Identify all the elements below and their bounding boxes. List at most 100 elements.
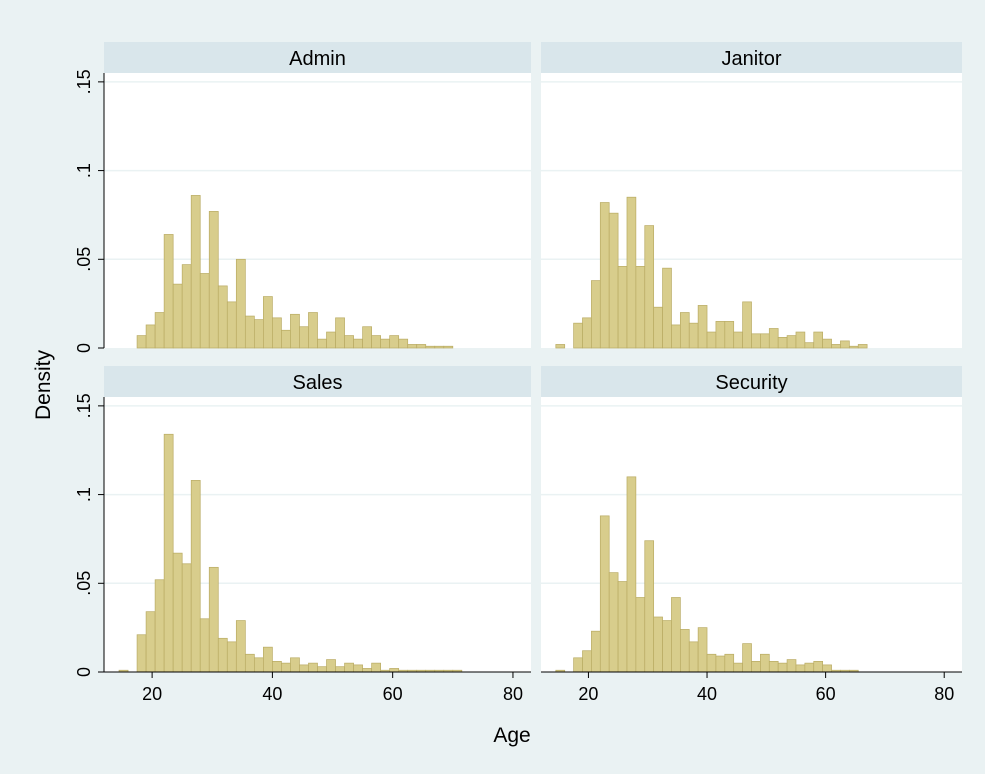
histogram-bar: [831, 344, 841, 349]
x-tick-label: 80: [934, 684, 954, 704]
histogram-bar: [582, 317, 592, 349]
histogram-bar: [653, 306, 663, 349]
histogram-bar: [608, 572, 619, 673]
histogram-bar: [136, 634, 147, 673]
panel-strip: [104, 366, 531, 397]
histogram-bar: [353, 664, 363, 673]
histogram-bar: [344, 335, 354, 349]
histogram-bar: [371, 662, 381, 673]
histogram-bar: [281, 329, 291, 349]
histogram-bar: [644, 225, 655, 349]
panel-strip: [104, 42, 531, 73]
y-tick-label: 0: [74, 667, 94, 677]
histogram-bar: [644, 540, 655, 673]
histogram-bar: [416, 344, 427, 349]
histogram-bar: [190, 195, 201, 349]
histogram-bar: [425, 345, 436, 349]
histogram-bar: [626, 196, 637, 349]
histogram-bar: [398, 338, 409, 349]
histogram-bar: [751, 661, 761, 673]
x-tick-label: 40: [262, 684, 282, 704]
x-tick-label: 20: [142, 684, 162, 704]
histogram-bar: [715, 655, 726, 673]
histogram-bar: [163, 433, 174, 673]
histogram-bar: [335, 317, 345, 349]
histogram-bar: [671, 324, 681, 349]
histogram-bar: [822, 338, 832, 349]
histogram-bar: [697, 627, 708, 673]
histogram-bar: [235, 620, 246, 673]
histogram-bar: [635, 597, 646, 673]
histogram-bar: [244, 653, 255, 673]
histogram-bar: [742, 301, 752, 349]
histogram-bar: [190, 480, 201, 673]
histogram-bar: [371, 335, 381, 349]
histogram-bar: [326, 659, 336, 673]
histogram-bar: [679, 629, 690, 673]
histogram-bar: [786, 335, 797, 349]
histogram-bar: [626, 476, 637, 673]
x-tick-label: 40: [697, 684, 717, 704]
x-tick-label: 20: [578, 684, 598, 704]
histogram-bar: [777, 662, 788, 673]
histogram-bar: [308, 662, 318, 673]
histogram-bar: [724, 321, 735, 349]
panel-title: Sales: [292, 372, 342, 394]
histogram-bar: [617, 266, 628, 349]
histogram-bar: [857, 344, 868, 349]
histogram-bar: [163, 234, 174, 349]
histogram-bar: [848, 345, 859, 349]
panel-admin: Admin 0 .05 .1 .15: [74, 42, 531, 353]
histogram-bar: [573, 657, 583, 673]
histogram-bar: [389, 335, 400, 349]
histogram-bar: [272, 317, 282, 349]
histogram-bar: [795, 331, 806, 349]
y-tick-label: .05: [74, 571, 94, 596]
panel-security: Security 20 40 60 80: [541, 366, 962, 704]
histogram-bar: [840, 340, 850, 349]
histogram-bar: [145, 324, 156, 349]
panels-layer: Admin 0 .05 .1 .15 Janitor Sales 0 .05 .1 .15 20 40 6…: [74, 42, 962, 704]
histogram-bar: [181, 563, 192, 673]
histogram-bar: [272, 661, 282, 673]
histogram-bar: [389, 668, 400, 673]
histogram-bar: [688, 322, 699, 349]
y-tick-label: .1: [74, 487, 94, 502]
panel-sales: Sales 0 .05 .1 .15 20 40 60 80: [74, 366, 531, 704]
histogram-bar: [760, 333, 770, 349]
x-tick-label: 60: [383, 684, 403, 704]
y-tick-label: .15: [74, 69, 94, 94]
histogram-bar: [697, 305, 708, 349]
histogram-bar: [235, 258, 246, 349]
histogram-bar: [299, 664, 309, 673]
panel-title: Admin: [289, 48, 346, 70]
histogram-bar: [380, 338, 391, 349]
histogram-bar: [145, 611, 156, 673]
histogram-bar: [326, 331, 336, 349]
histogram-bar: [555, 344, 566, 349]
histogram-bar: [136, 335, 147, 349]
histogram-bar: [653, 616, 663, 673]
histogram-bar: [822, 664, 832, 673]
histogram-bar: [362, 326, 372, 349]
histogram-bar: [281, 662, 291, 673]
histogram-bar: [591, 630, 601, 673]
histogram-bar: [599, 202, 610, 349]
histogram-bar: [591, 280, 601, 349]
histogram-bar: [599, 515, 610, 673]
histogram-bar: [290, 657, 300, 673]
x-tick-label: 80: [503, 684, 523, 704]
histogram-bar: [263, 646, 273, 673]
histogram-bar: [662, 267, 672, 349]
histogram-bar: [804, 662, 815, 673]
histogram-bar: [362, 668, 372, 673]
histogram-bar: [617, 581, 628, 673]
histogram-bar: [254, 319, 264, 349]
y-tick-label: .1: [74, 163, 94, 178]
histogram-bar: [635, 266, 646, 349]
histogram-bar: [751, 333, 761, 349]
histogram-bar: [181, 264, 192, 349]
histogram-bar: [679, 312, 690, 349]
histogram-bar: [208, 566, 219, 673]
